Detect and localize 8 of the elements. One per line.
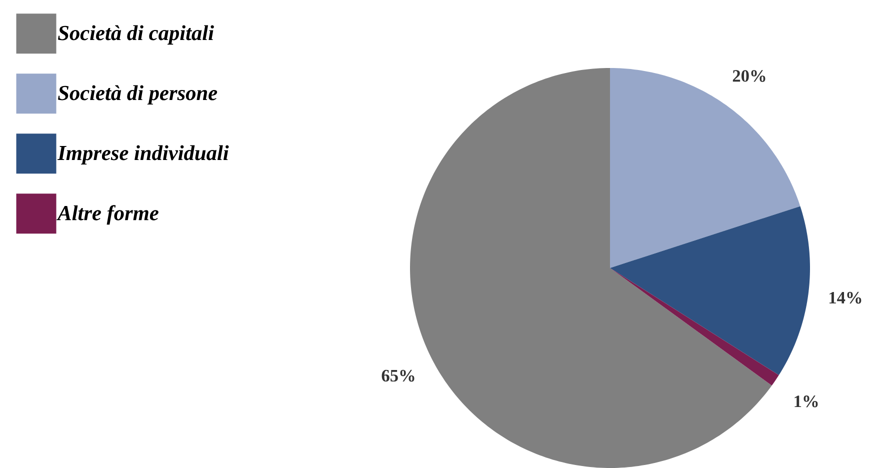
legend-label: Imprese individuali: [57, 145, 229, 165]
legend-label: Altre forme: [56, 205, 158, 225]
legend-label: Società di persone: [58, 85, 218, 105]
data-label: 1%: [794, 396, 818, 408]
data-label: 65%: [382, 370, 414, 382]
legend-label: Società di capitali: [58, 25, 214, 45]
data-label: 14%: [830, 292, 862, 304]
data-label: 20%: [732, 70, 766, 82]
